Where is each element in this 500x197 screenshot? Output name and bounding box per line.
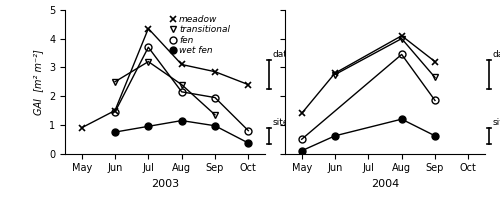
Text: site: site xyxy=(272,118,289,127)
X-axis label: 2004: 2004 xyxy=(371,179,399,189)
Text: site: site xyxy=(492,118,500,127)
Text: date: date xyxy=(272,50,293,59)
Legend: meadow, transitional, fen, wet fen: meadow, transitional, fen, wet fen xyxy=(166,11,234,59)
Y-axis label: GAI  [m² m⁻²]: GAI [m² m⁻²] xyxy=(34,49,43,115)
Text: date: date xyxy=(492,50,500,59)
X-axis label: 2003: 2003 xyxy=(151,179,179,189)
